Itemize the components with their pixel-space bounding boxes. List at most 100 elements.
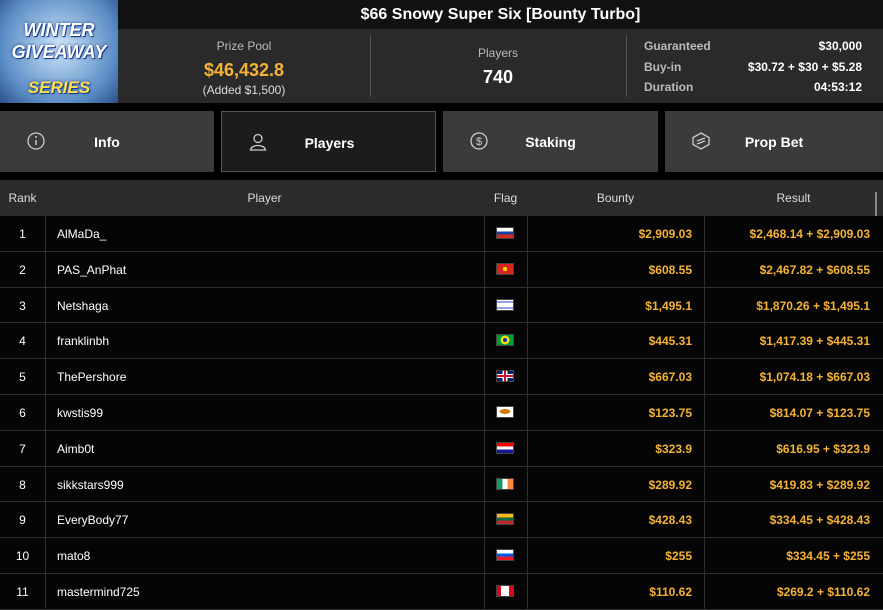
cell-border: [704, 323, 705, 360]
cell-border: [704, 574, 705, 610]
bounty: $608.55: [648, 262, 692, 277]
result: $814.07 + $123.75: [769, 406, 870, 420]
column-header: Bounty: [596, 191, 635, 205]
table-row: 9 EveryBody77 $428.43 $334.45 + $428.43: [0, 502, 883, 539]
cell-border: [527, 216, 528, 252]
players-label: Players: [477, 46, 518, 60]
rank: 7: [19, 441, 26, 456]
tab[interactable]: Players: [221, 111, 436, 172]
cell-border: [484, 323, 485, 360]
tab[interactable]: $ Staking: [443, 111, 658, 172]
result: $2,467.82 + $608.55: [759, 262, 870, 277]
logo-text: SERIES: [27, 78, 91, 97]
rank: 11: [16, 585, 29, 599]
result: $1,417.39 + $445.31: [759, 334, 870, 349]
result: $1,870.26 + $1,495.1: [756, 298, 870, 313]
player-name: EveryBody77: [57, 513, 129, 528]
cell-border: [527, 538, 528, 574]
cell-border: [45, 574, 46, 610]
bounty: $289.92: [648, 477, 692, 492]
bounty: $428.43: [648, 513, 692, 528]
column-header: Player: [247, 191, 282, 205]
summary-panel: Prize Pool $46,432.8 (Added $1,500) Players…: [118, 29, 883, 103]
cell-border: [527, 502, 528, 539]
title-bar: $66 Snowy Super Six [Bounty Turbo]: [118, 0, 883, 29]
cell-border: [704, 251, 705, 288]
cell-border: [45, 502, 46, 539]
bounty: $110.62: [649, 585, 692, 599]
flag: [496, 585, 514, 597]
divider: [626, 35, 627, 97]
player-name: Netshaga: [57, 298, 109, 313]
prize-pool-value: $46,432.8: [203, 60, 285, 80]
tab[interactable]: Prop Bet: [665, 111, 883, 172]
cell-border: [527, 359, 528, 395]
cell-border: [704, 502, 705, 539]
tab-icon: [249, 133, 267, 151]
table-row: 3 Netshaga $1,495.1 $1,870.26 + $1,495.1: [0, 287, 883, 324]
cell-border: [704, 359, 705, 395]
rank: 8: [19, 477, 26, 492]
cell-border: [45, 538, 46, 574]
flag: [496, 406, 514, 418]
divider: [370, 35, 371, 97]
bounty: $2,909.03: [638, 227, 692, 241]
table-row: 10 mato8 $255 $334.45 + $255: [0, 538, 883, 574]
result: $2,468.14 + $2,909.03: [749, 227, 870, 241]
cell-border: [45, 466, 46, 503]
result: $269.2 + $110.62: [776, 585, 870, 599]
cell-border: [45, 216, 46, 252]
cell-border: [527, 395, 528, 431]
prize-pool-note: (Added $1,500): [202, 83, 286, 97]
bounty: $667.03: [648, 370, 692, 385]
cell-border: [704, 538, 705, 574]
tournament-title: $66 Snowy Super Six [Bounty Turbo]: [360, 6, 641, 23]
table-row: 1 AlMaDa_ $2,909.03 $2,468.14 + $2,909.03: [0, 216, 883, 252]
cell-border: [527, 430, 528, 467]
detail-value: $30.72 + $30 + $5.28: [747, 59, 862, 74]
rank: 2: [19, 262, 26, 277]
cell-border: [704, 466, 705, 503]
logo-text: GIVEAWAY: [11, 42, 107, 62]
result: $334.45 + $428.43: [769, 513, 870, 528]
players-value: 740: [482, 67, 514, 87]
flag: [496, 477, 514, 490]
tab-label: Prop Bet: [744, 134, 804, 150]
bounty: $123.75: [648, 406, 692, 420]
rank: 4: [19, 334, 26, 349]
flag: [496, 441, 514, 454]
prize-pool-label: Prize Pool: [216, 39, 272, 53]
flag: [496, 262, 514, 275]
player-name: mato8: [57, 549, 91, 564]
cell-border: [484, 251, 485, 288]
player-name: Aimb0t: [57, 441, 95, 456]
table-row: 8 sikkstars999 $289.92 $419.83 + $289.92: [0, 466, 883, 503]
cell-border: [484, 395, 485, 431]
player-name: kwstis99: [57, 406, 104, 420]
cell-border: [484, 430, 485, 467]
cell-border: [45, 323, 46, 360]
cell-border: [484, 216, 485, 252]
tab-icon: [692, 132, 710, 150]
cell-border: [704, 287, 705, 324]
svg-text:$: $: [476, 136, 482, 148]
cell-border: [484, 287, 485, 324]
cell-border: [484, 574, 485, 610]
rank: 1: [19, 227, 26, 241]
result: $616.95 + $323.9: [776, 441, 870, 456]
flag: [496, 298, 514, 311]
tab[interactable]: Info: [0, 111, 214, 172]
tab-label: Info: [94, 134, 120, 150]
flag: [496, 549, 514, 562]
cell-border: [45, 395, 46, 431]
detail-label: Duration: [644, 80, 694, 94]
tab-label: Staking: [525, 134, 576, 150]
cell-border: [484, 359, 485, 395]
tab-label: Players: [304, 135, 355, 151]
result: $419.83 + $289.92: [769, 477, 870, 492]
bounty: $1,495.1: [645, 298, 692, 313]
cell-border: [527, 466, 528, 503]
cell-border: [45, 430, 46, 467]
